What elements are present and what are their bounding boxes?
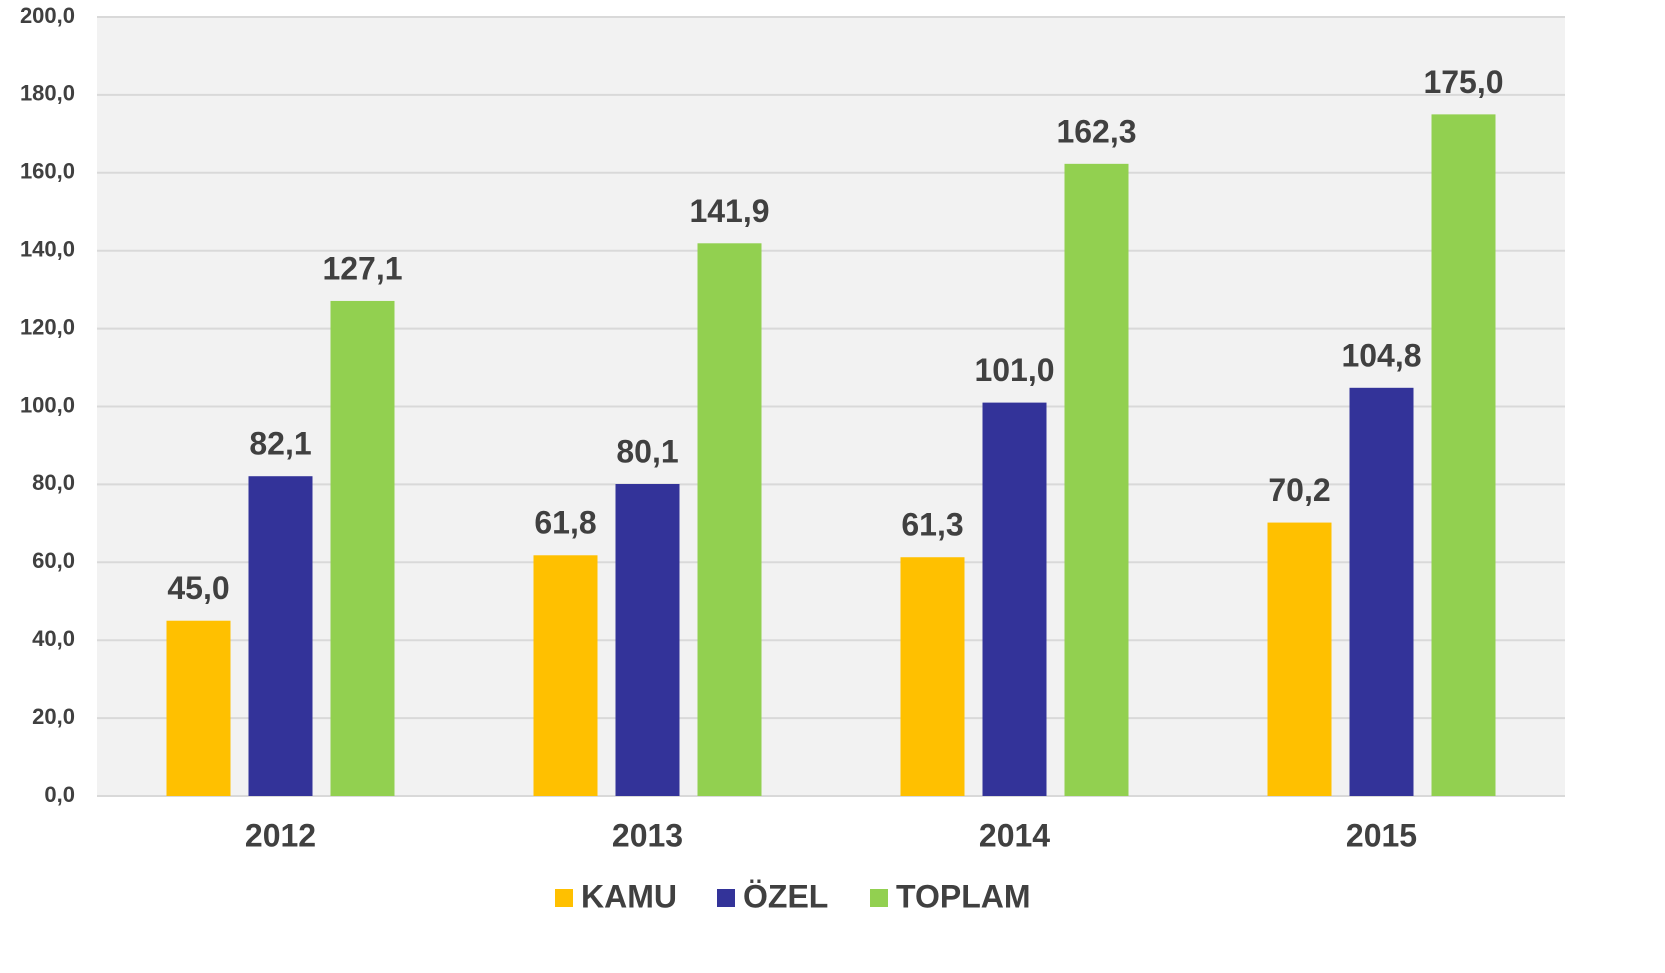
x-tick-label: 2014 xyxy=(979,817,1050,853)
legend-label: KAMU xyxy=(581,878,677,914)
x-tick-label: 2013 xyxy=(612,817,683,853)
legend-swatch xyxy=(717,889,735,907)
legend-swatch xyxy=(870,889,888,907)
value-label: 80,1 xyxy=(616,433,678,469)
y-tick-label: 100,0 xyxy=(20,392,75,417)
bar xyxy=(1064,163,1129,797)
bar xyxy=(982,402,1047,796)
y-tick-label: 0,0 xyxy=(44,782,75,807)
y-tick-label: 80,0 xyxy=(32,470,75,495)
bar xyxy=(533,555,598,796)
value-label: 104,8 xyxy=(1341,337,1421,373)
legend-label: ÖZEL xyxy=(743,878,828,914)
y-tick-label: 200,0 xyxy=(20,3,75,28)
value-label: 141,9 xyxy=(689,193,769,229)
value-label: 70,2 xyxy=(1268,472,1330,508)
value-label: 61,8 xyxy=(534,505,596,541)
bar xyxy=(330,300,395,796)
x-tick-label: 2012 xyxy=(245,817,316,853)
bar xyxy=(1267,522,1332,796)
bar xyxy=(1431,114,1496,796)
y-tick-label: 140,0 xyxy=(20,237,75,262)
y-tick-label: 180,0 xyxy=(20,81,75,106)
value-label: 175,0 xyxy=(1423,64,1503,100)
bar xyxy=(1349,387,1414,796)
y-tick-label: 60,0 xyxy=(32,548,75,573)
bar xyxy=(248,476,313,796)
legend-label: TOPLAM xyxy=(896,878,1031,914)
bar xyxy=(900,557,965,796)
bar xyxy=(166,620,231,796)
value-label: 127,1 xyxy=(322,250,402,286)
y-tick-label: 120,0 xyxy=(20,314,75,339)
legend-swatch xyxy=(555,889,573,907)
y-tick-label: 20,0 xyxy=(32,704,75,729)
value-label: 61,3 xyxy=(901,507,963,543)
value-label: 101,0 xyxy=(974,352,1054,388)
y-tick-label: 160,0 xyxy=(20,159,75,184)
value-label: 162,3 xyxy=(1056,113,1136,149)
bar xyxy=(615,484,680,796)
value-label: 82,1 xyxy=(249,426,311,462)
y-tick-label: 40,0 xyxy=(32,626,75,651)
bar xyxy=(697,243,762,796)
x-tick-label: 2015 xyxy=(1346,817,1417,853)
value-label: 45,0 xyxy=(167,570,229,606)
